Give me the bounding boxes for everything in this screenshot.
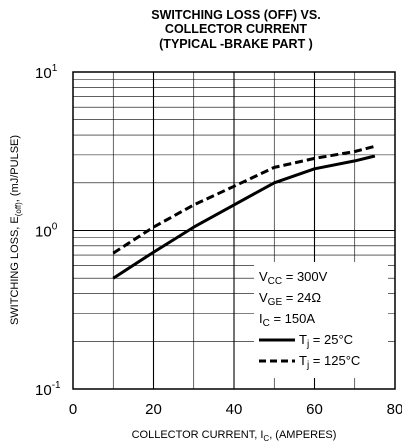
series-group <box>112 144 376 280</box>
legend-label-25c: Tj = 25°C <box>299 332 353 350</box>
x-tick-label: 20 <box>145 401 162 418</box>
x-axis-label: COLLECTOR CURRENT, IC, (AMPERES) <box>132 429 337 443</box>
x-tick-label: 60 <box>306 401 323 418</box>
condition-ic: IC = 150A <box>259 311 315 329</box>
x-tick-label: 0 <box>69 401 77 418</box>
chart-title-line-3: (TYPICAL -BRAKE PART ) <box>159 37 313 51</box>
y-tick-labels: 101 100 10-1 <box>35 63 61 399</box>
grid <box>73 72 395 389</box>
condition-vcc: VCC = 300V <box>259 269 328 287</box>
legend: VCC = 300V VGE = 24Ω IC = 150A Tj = 25°C… <box>254 262 388 378</box>
condition-vge: VGE = 24Ω <box>259 290 321 308</box>
y-axis-label: SWITCHING LOSS, E(off), (mJ/PULSE) <box>9 135 23 325</box>
x-tick-label: 40 <box>226 401 243 418</box>
chart-title-line-1: SWITCHING LOSS (OFF) VS. <box>151 8 320 22</box>
legend-label-125c: Tj = 125°C <box>299 353 360 371</box>
y-tick-label: 100 <box>35 222 58 241</box>
plot-frame <box>72 71 396 390</box>
series-line-tj-125c <box>112 144 376 255</box>
x-tick-labels: 0 20 40 60 80 <box>69 401 402 418</box>
x-tick-label: 80 <box>387 401 402 418</box>
y-tick-label: 10-1 <box>35 380 61 399</box>
legend-box <box>254 262 388 378</box>
chart-title-line-2: COLLECTOR CURRENT <box>165 22 307 36</box>
y-tick-label: 101 <box>35 63 58 82</box>
series-line-tj-25c <box>112 154 376 280</box>
